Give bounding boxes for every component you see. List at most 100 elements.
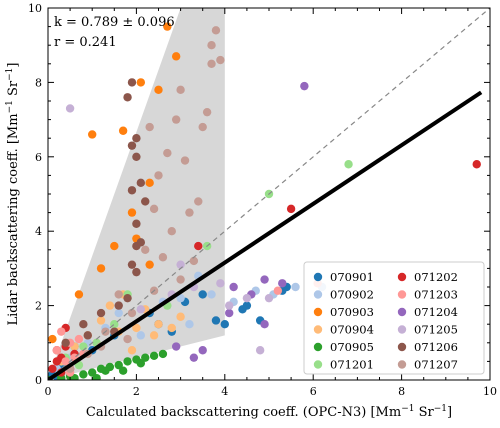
- data-point-071202-9: [472, 160, 481, 169]
- data-point-071202-7: [194, 241, 203, 251]
- data-point-070905-14: [158, 349, 168, 359]
- data-point-070904-12: [149, 331, 159, 340]
- legend-label-070905: 070905: [330, 340, 374, 354]
- data-point-070905-12: [92, 373, 101, 380]
- x-axis-unit2: Sr: [414, 405, 434, 420]
- data-point-070903-13: [110, 241, 119, 251]
- legend-label-071202: 071202: [414, 270, 458, 284]
- y-tick-label: 8: [35, 76, 42, 89]
- data-point-071207-11: [185, 208, 194, 217]
- data-point-071207-5: [141, 245, 150, 254]
- data-point-071207-16: [211, 26, 221, 35]
- data-point-071206-17: [132, 267, 141, 277]
- data-point-071207-10: [176, 85, 185, 95]
- data-point-071202-10: [52, 357, 62, 366]
- data-point-070904-4: [105, 301, 115, 310]
- data-point-070905-3: [79, 370, 88, 379]
- data-point-071204-6: [225, 308, 234, 318]
- data-point-070901-10: [220, 320, 229, 329]
- y-axis-unit-sup: −1: [5, 100, 15, 113]
- data-point-071204-1: [260, 275, 269, 284]
- data-point-071206-16: [136, 238, 146, 247]
- data-point-070903-3: [96, 264, 106, 273]
- data-point-070902-12: [291, 282, 300, 292]
- data-point-071206-14: [136, 178, 146, 188]
- legend-label-070902: 070902: [330, 288, 374, 302]
- data-point-071206-0: [61, 338, 70, 347]
- data-point-071207-23: [194, 197, 203, 206]
- data-point-071205-7: [264, 293, 274, 303]
- data-point-070903-4: [118, 126, 128, 135]
- annotation-r: r = 0.241: [54, 35, 117, 50]
- data-point-071207-9: [171, 115, 181, 124]
- data-point-071205-8: [255, 346, 265, 355]
- data-point-071207-6: [149, 204, 159, 214]
- legend-marker-071204: [397, 307, 407, 317]
- data-point-071206-11: [123, 93, 132, 102]
- y-axis-unit-sup2: −1: [5, 68, 15, 81]
- data-point-071207-17: [216, 55, 225, 65]
- legend-label-071203: 071203: [414, 288, 458, 302]
- data-point-071204-2: [278, 279, 287, 288]
- data-point-071207-19: [158, 253, 168, 262]
- data-point-071202-0: [48, 364, 57, 374]
- data-point-070904-3: [96, 316, 106, 325]
- lines-layer: [48, 8, 490, 380]
- data-point-071207-18: [180, 156, 190, 165]
- data-point-071207-12: [198, 122, 207, 132]
- data-point-070905-17: [136, 359, 146, 368]
- data-point-070905-8: [123, 357, 132, 366]
- data-point-070903-0: [48, 334, 57, 344]
- x-axis-unit: [Mm: [370, 405, 401, 420]
- annotation-k: k = 0.789 ± 0.096: [54, 15, 175, 30]
- y-axis-unit: [Mm: [6, 113, 21, 144]
- data-point-071207-20: [189, 256, 199, 266]
- shaded-region: [48, 8, 225, 380]
- data-point-070901-12: [242, 301, 252, 310]
- data-point-070903-1: [74, 290, 84, 299]
- legend-marker-071203: [397, 290, 407, 299]
- data-point-070904-6: [132, 323, 141, 333]
- legend-marker-070903: [313, 307, 323, 317]
- legend-marker-070901: [313, 272, 323, 282]
- data-point-071204-5: [198, 346, 207, 355]
- data-point-071206-13: [132, 134, 141, 143]
- data-point-071207-21: [167, 227, 176, 236]
- y-axis-label: Lidar backscattering coeff. [Mm−1 Sr−1]: [5, 63, 21, 326]
- legend: 070901 070902 070903 070904 070905 071201 0712…: [303, 261, 485, 375]
- data-point-071207-26: [145, 122, 154, 132]
- x-tick-label: 6: [310, 385, 317, 398]
- data-point-071206-19: [83, 331, 92, 340]
- data-point-071203-8: [273, 286, 283, 295]
- data-point-071206-1: [79, 320, 88, 329]
- data-point-071206-8: [127, 186, 137, 195]
- data-point-070901-16: [211, 316, 221, 325]
- data-point-070904-10: [176, 312, 185, 321]
- data-point-070903-9: [154, 85, 163, 95]
- y-tick-label: 2: [35, 300, 42, 313]
- legend-label-071204: 071204: [414, 305, 458, 319]
- data-point-071206-12: [127, 78, 137, 87]
- legend-label-071201: 071201: [330, 358, 374, 372]
- data-point-070902-4: [114, 308, 123, 318]
- data-point-070902-6: [176, 293, 185, 303]
- y-axis-label-text: Lidar backscattering coeff.: [6, 148, 21, 325]
- data-point-071204-8: [260, 320, 269, 329]
- data-point-071204-0: [229, 282, 238, 292]
- data-point-071206-3: [114, 301, 123, 310]
- legend-marker-071207: [397, 360, 407, 369]
- data-point-070904-13: [127, 346, 137, 355]
- y-tick-label: 4: [35, 225, 42, 238]
- data-point-071206-7: [132, 219, 141, 228]
- data-point-071203-1: [61, 357, 70, 366]
- legend-label-071206: 071206: [414, 340, 458, 354]
- one-to-one-line: [48, 8, 490, 380]
- data-point-071207-4: [127, 308, 137, 318]
- legend-marker-071201: [313, 360, 323, 369]
- legend-label-070901: 070901: [330, 270, 374, 284]
- legend-items: 070901 070902 070903 070904 070905 071201 0712…: [313, 270, 458, 372]
- data-point-071206-2: [96, 308, 106, 318]
- data-point-070905-11: [149, 351, 159, 361]
- data-point-070903-2: [88, 130, 97, 139]
